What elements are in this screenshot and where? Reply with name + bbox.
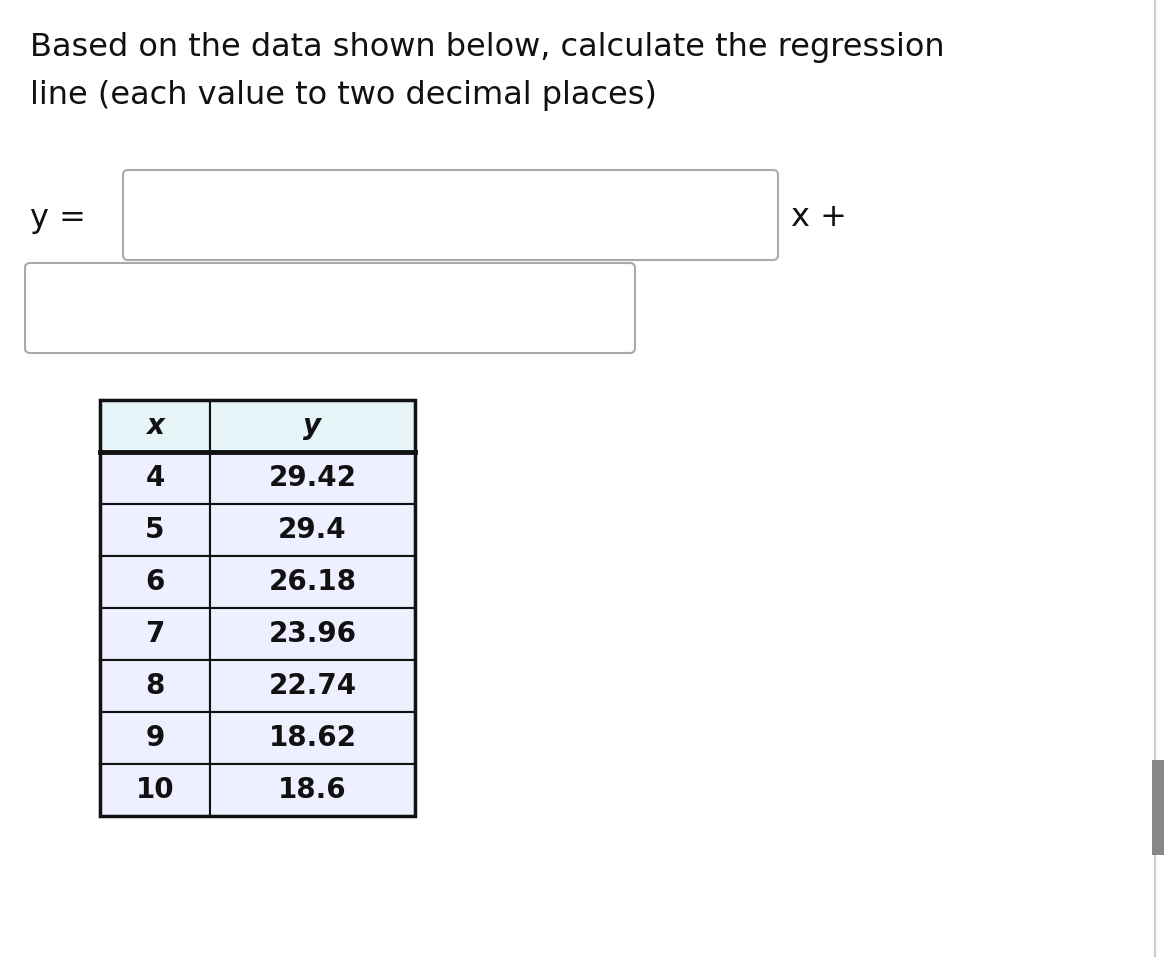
Bar: [101, 504, 210, 556]
Bar: [101, 400, 415, 816]
Bar: [210, 452, 415, 504]
Text: x: x: [146, 412, 164, 440]
Text: 10: 10: [136, 776, 174, 804]
Bar: [1151, 760, 1164, 855]
Text: line (each value to two decimal places): line (each value to two decimal places): [30, 80, 657, 111]
Bar: [210, 504, 415, 556]
Text: 8: 8: [145, 672, 165, 700]
Text: y =: y =: [30, 203, 85, 234]
Text: 23.96: 23.96: [269, 620, 357, 648]
Bar: [101, 764, 210, 816]
Bar: [210, 660, 415, 712]
Text: 26.18: 26.18: [269, 568, 357, 596]
Bar: [101, 712, 210, 764]
Bar: [101, 400, 210, 452]
FancyBboxPatch shape: [25, 263, 635, 353]
Text: y: y: [304, 412, 321, 440]
Bar: [210, 712, 415, 764]
Text: 18.62: 18.62: [269, 724, 357, 752]
Bar: [210, 400, 415, 452]
Text: 9: 9: [145, 724, 165, 752]
Text: 6: 6: [145, 568, 165, 596]
Text: 4: 4: [145, 464, 165, 492]
Bar: [210, 764, 415, 816]
Text: 18.6: 18.6: [278, 776, 347, 804]
Text: 5: 5: [145, 516, 165, 544]
Text: x +: x +: [791, 203, 846, 234]
Text: 29.4: 29.4: [278, 516, 347, 544]
Text: 22.74: 22.74: [269, 672, 357, 700]
Bar: [101, 608, 210, 660]
Bar: [101, 556, 210, 608]
FancyBboxPatch shape: [123, 170, 779, 260]
Text: 7: 7: [145, 620, 165, 648]
Text: Based on the data shown below, calculate the regression: Based on the data shown below, calculate…: [30, 32, 945, 63]
Text: 29.42: 29.42: [269, 464, 357, 492]
Bar: [210, 556, 415, 608]
Bar: [210, 608, 415, 660]
Bar: [101, 660, 210, 712]
Bar: [101, 452, 210, 504]
